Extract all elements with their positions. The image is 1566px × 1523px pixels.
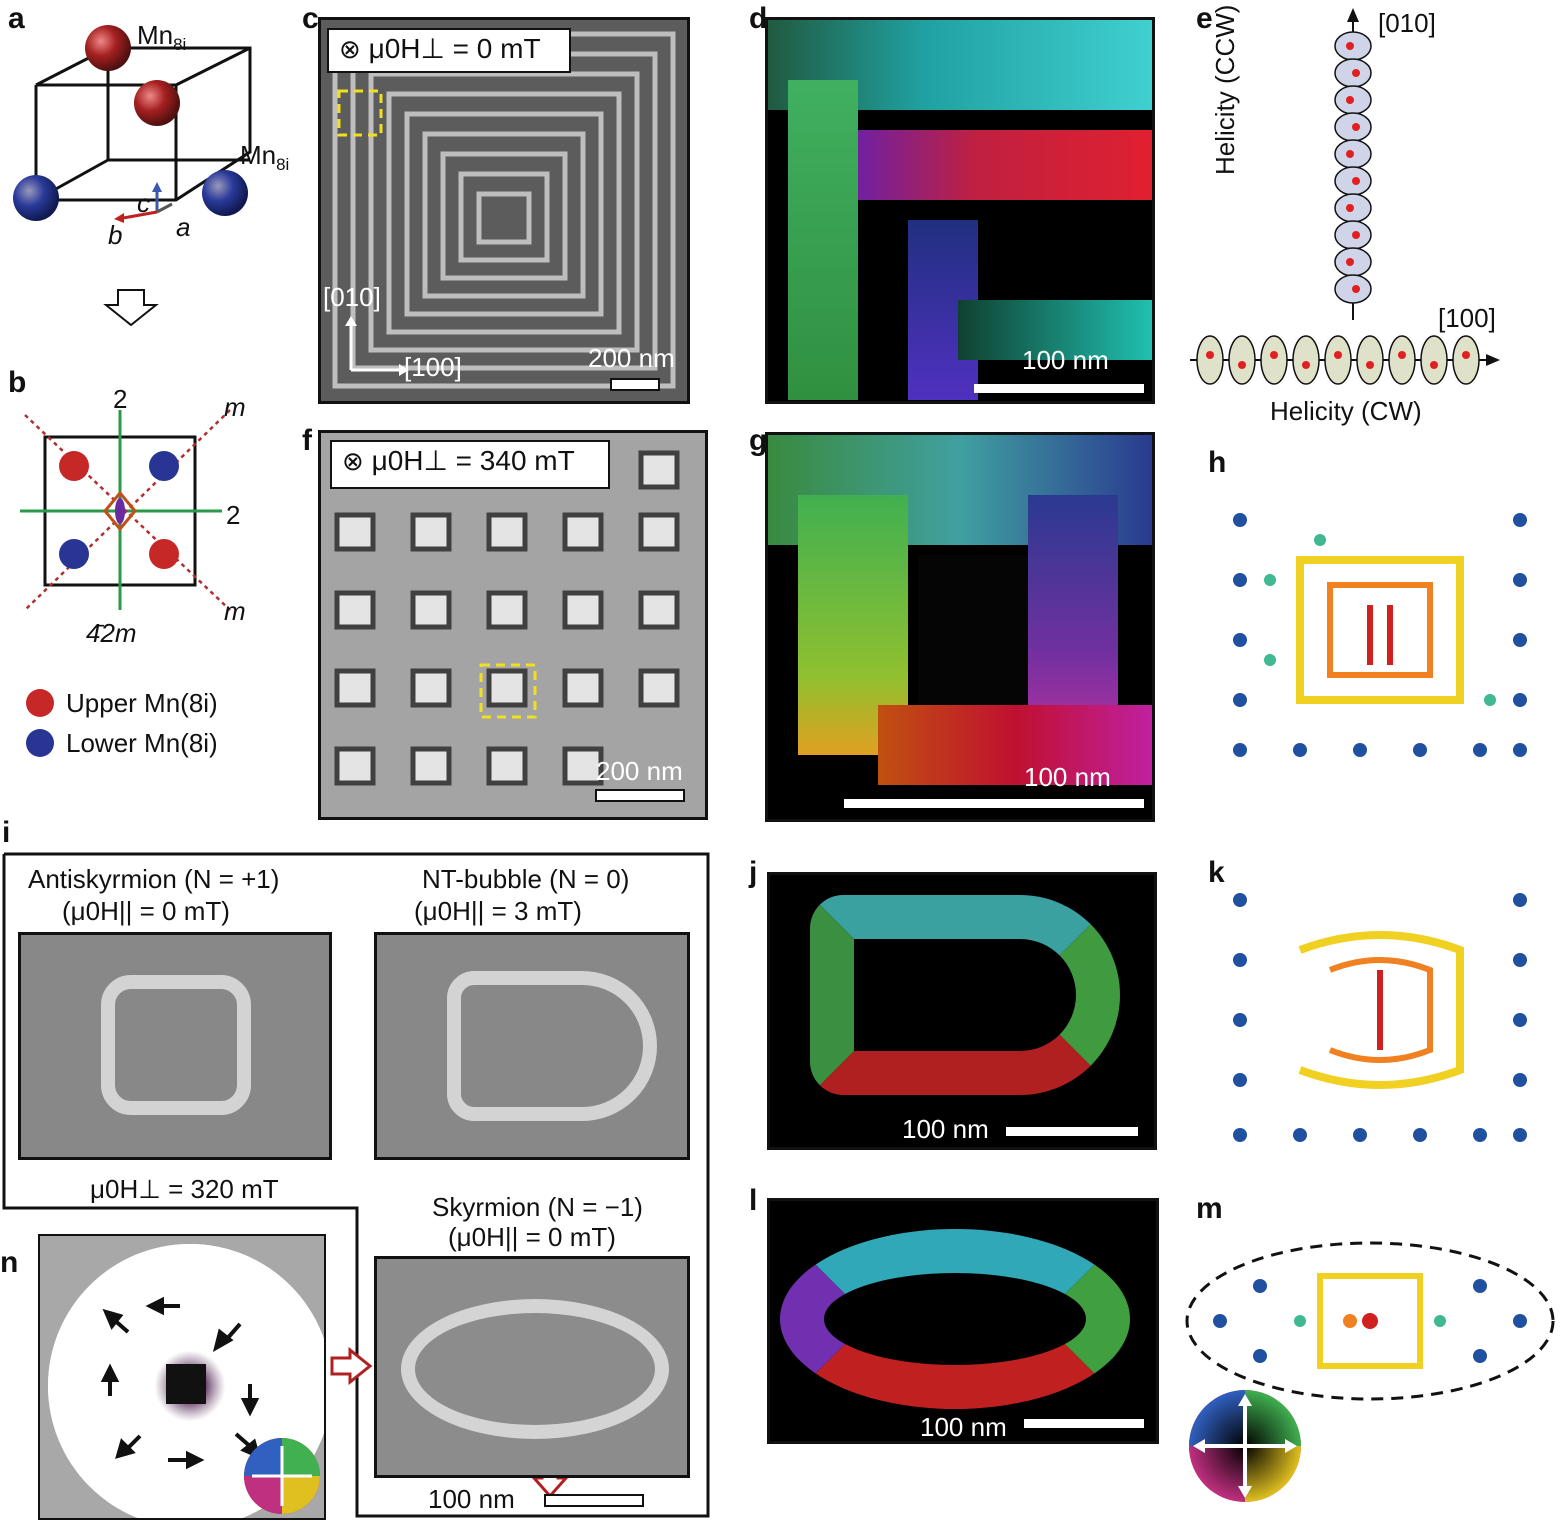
- scale-text-f: 200 nm: [596, 756, 683, 786]
- legend-upper-dot: [26, 689, 54, 717]
- spin-texture-k: [1233, 893, 1527, 1142]
- scale-bar-f: [595, 789, 685, 802]
- scale-bar-g: [844, 799, 1144, 808]
- axis-b-label: b: [108, 220, 123, 250]
- point-group: 4̄2m: [86, 618, 137, 648]
- field-text-c: μ0H⊥ = 0 mT: [368, 33, 541, 64]
- dir-010-c: [010]: [323, 282, 381, 312]
- perp-field-label: μ0H⊥ = 320 mT: [90, 1174, 279, 1204]
- dir-100-e: [100]: [1438, 303, 1496, 333]
- scale-bar-l: [1024, 1419, 1144, 1428]
- scale-text-g: 100 nm: [1024, 762, 1111, 792]
- field-label-c: ⊗ μ0H⊥ = 0 mT: [327, 28, 571, 73]
- panel-label-a: a: [8, 2, 25, 35]
- mn-side-sub: 8i: [276, 155, 290, 175]
- scale-text-j: 100 nm: [902, 1114, 989, 1144]
- panel-label-m: m: [1196, 1192, 1223, 1225]
- dir-100-c: [100]: [404, 352, 462, 382]
- panel-label-j: j: [749, 856, 758, 889]
- symmetry-diagram: [20, 409, 231, 611]
- mirror-bottom: m: [224, 596, 246, 626]
- dir-010-e: [010]: [1378, 8, 1436, 38]
- panel-label-f: f: [302, 424, 312, 457]
- helicity-cw: Helicity (CW): [1270, 396, 1422, 426]
- field-label-f: ⊗ μ0H⊥ = 340 mT: [330, 440, 610, 489]
- mirror-top: m: [224, 392, 246, 422]
- spin-texture-h: [1233, 513, 1527, 757]
- panel-label-i: i: [2, 816, 11, 849]
- scale-text-i: 100 nm: [428, 1484, 515, 1514]
- panel-label-b: b: [8, 366, 27, 399]
- legend-lower-dot: [26, 729, 54, 757]
- panel-label-d: d: [749, 2, 768, 35]
- legend-lower-label: Lower Mn(8i): [66, 728, 218, 758]
- scale-text-d: 100 nm: [1022, 345, 1109, 375]
- panel-label-l: l: [749, 1184, 758, 1217]
- color-legend-n: [38, 1234, 326, 1520]
- antiskyrmion-field: (μ0H|| = 0 mT): [62, 896, 230, 926]
- axis-a-label: a: [176, 212, 191, 242]
- spin-texture-m: [1185, 1241, 1555, 1502]
- magnetization-map-d: [765, 17, 1155, 404]
- magnetization-map-j: [767, 872, 1157, 1150]
- scale-bar-j: [1006, 1127, 1138, 1136]
- nt-bubble-title: NT-bubble (N = 0): [422, 864, 630, 894]
- mn-top-sub: 8i: [173, 35, 187, 55]
- scale-bar-c: [610, 378, 660, 391]
- scale-text-c: 200 nm: [588, 343, 675, 373]
- twofold-top: 2: [113, 384, 128, 414]
- skyrmion-image: [374, 1256, 690, 1478]
- panel-label-g: g: [749, 424, 768, 457]
- panel-label-e: e: [1196, 2, 1213, 35]
- twofold-right: 2: [226, 500, 241, 530]
- mn-side-label: Mn: [240, 140, 277, 170]
- magnetization-map-l: [767, 1198, 1159, 1444]
- lorentz-image-f: [318, 430, 708, 820]
- panel-label-h: h: [1208, 446, 1227, 479]
- legend-upper-label: Upper Mn(8i): [66, 688, 218, 718]
- antiskyrmion-image: [18, 932, 332, 1160]
- crystal-cell-diagram: [13, 25, 252, 327]
- scale-bar-i: [544, 1494, 644, 1507]
- panel-label-k: k: [1208, 856, 1225, 889]
- scale-text-l: 100 nm: [920, 1412, 1007, 1442]
- scale-bar-d: [974, 384, 1144, 393]
- panel-label-n: n: [0, 1246, 19, 1279]
- nt-bubble-field: (μ0H|| = 3 mT): [414, 896, 582, 926]
- helicity-diagram: [1190, 8, 1500, 385]
- helicity-ccw: Helicity (CCW): [1210, 4, 1240, 175]
- nt-bubble-image: [374, 932, 690, 1160]
- skyrmion-title: Skyrmion (N = −1): [432, 1192, 643, 1222]
- panel-label-c: c: [302, 2, 319, 35]
- field-text-f: μ0H⊥ = 340 mT: [371, 445, 575, 476]
- skyrmion-field: (μ0H|| = 0 mT): [448, 1222, 616, 1252]
- antiskyrmion-title: Antiskyrmion (N = +1): [28, 864, 280, 894]
- magnetization-map-g: [765, 432, 1155, 822]
- mn-top-label: Mn: [137, 20, 174, 50]
- lorentz-image-c: [318, 17, 690, 404]
- axis-c-label: c: [137, 188, 150, 218]
